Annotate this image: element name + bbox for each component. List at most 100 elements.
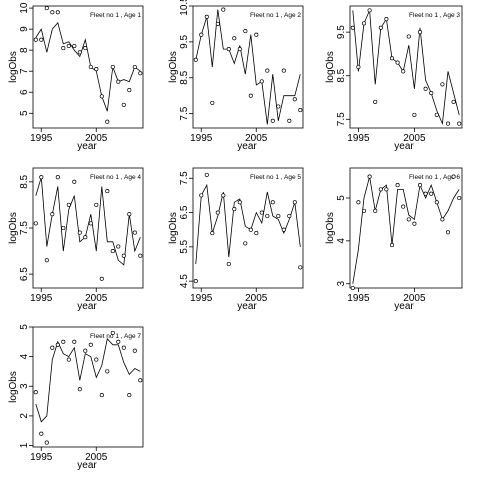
observed-point bbox=[99, 276, 104, 281]
observed-point bbox=[384, 187, 389, 192]
observed-point bbox=[451, 99, 456, 104]
observed-point bbox=[373, 99, 378, 104]
observed-point bbox=[434, 112, 439, 117]
observed-point bbox=[110, 249, 115, 254]
fitted-line bbox=[35, 338, 141, 423]
x-axis-title: year bbox=[394, 301, 414, 312]
observed-point bbox=[221, 7, 226, 12]
x-tick-label: 1995 bbox=[30, 133, 53, 144]
observed-point bbox=[39, 37, 44, 42]
panel-frame bbox=[32, 326, 144, 448]
observed-point bbox=[412, 112, 417, 117]
panel-frame bbox=[32, 167, 144, 289]
observed-point bbox=[356, 64, 361, 70]
x-tick-label: 1995 bbox=[190, 133, 213, 144]
x-tick-label: 2005 bbox=[245, 293, 268, 304]
y-tick-label: 9 bbox=[19, 26, 30, 32]
observed-point bbox=[116, 244, 121, 249]
x-tick-label: 2005 bbox=[85, 293, 108, 304]
x-tick-label: 2005 bbox=[403, 293, 426, 304]
x-tick-label: 1995 bbox=[347, 133, 370, 144]
y-tick-label: 5 bbox=[19, 110, 30, 116]
observed-point bbox=[373, 208, 378, 213]
x-axis-title: year bbox=[394, 141, 414, 152]
observed-point bbox=[204, 14, 209, 19]
observed-point bbox=[226, 47, 231, 52]
observed-point bbox=[361, 208, 367, 213]
observed-point bbox=[50, 10, 55, 15]
y-tick-label: 6 bbox=[19, 89, 30, 95]
observed-point bbox=[105, 369, 110, 374]
observed-point bbox=[457, 195, 462, 201]
observed-point bbox=[83, 235, 88, 240]
y-tick-label: 3 bbox=[19, 383, 30, 389]
observed-point bbox=[94, 357, 99, 362]
y-axis-title: logObs bbox=[8, 371, 19, 403]
observed-point bbox=[39, 431, 44, 436]
x-axis-title: year bbox=[237, 141, 257, 152]
observed-point bbox=[77, 50, 82, 55]
observed-point bbox=[72, 43, 77, 49]
observed-point bbox=[193, 57, 198, 62]
observed-point bbox=[389, 56, 395, 61]
observed-point bbox=[237, 47, 242, 52]
observed-point bbox=[298, 108, 303, 113]
y-tick-label: 5.5 bbox=[179, 239, 190, 253]
observed-point bbox=[99, 94, 104, 99]
y-tick-label: 7.5 bbox=[336, 112, 347, 126]
observed-point bbox=[121, 345, 126, 350]
x-axis-title: year bbox=[77, 460, 97, 471]
observed-point bbox=[44, 258, 49, 263]
x-axis-title: year bbox=[237, 301, 257, 312]
observed-point bbox=[417, 183, 423, 188]
observed-point bbox=[406, 34, 411, 39]
observed-point bbox=[389, 243, 395, 248]
observed-point bbox=[361, 21, 367, 26]
observed-point bbox=[39, 175, 44, 180]
observed-point bbox=[367, 8, 372, 13]
observed-point bbox=[199, 193, 204, 198]
observed-point bbox=[199, 32, 204, 37]
fitted-line bbox=[352, 10, 460, 126]
observed-point bbox=[378, 25, 383, 30]
observed-point bbox=[44, 6, 49, 11]
observed-point bbox=[210, 100, 215, 105]
observed-point bbox=[281, 227, 286, 232]
observed-point bbox=[116, 339, 121, 344]
observed-point bbox=[33, 221, 38, 226]
observed-point bbox=[281, 68, 286, 73]
observed-point bbox=[423, 86, 428, 91]
chart-panel-7: 1995 2005 1 2 3 4 5 year logObs Fleet no 1 , Age … bbox=[8, 324, 144, 471]
x-tick-label: 1995 bbox=[30, 293, 53, 304]
observed-point bbox=[406, 217, 411, 222]
y-tick-label: 2 bbox=[19, 413, 30, 419]
observed-point bbox=[88, 342, 93, 347]
observed-point bbox=[292, 200, 297, 205]
x-tick-label: 1995 bbox=[30, 452, 53, 463]
observed-point bbox=[215, 210, 220, 215]
observed-point bbox=[429, 191, 434, 196]
panel-frame bbox=[192, 167, 304, 289]
observed-point bbox=[423, 191, 428, 196]
observed-point bbox=[121, 102, 126, 107]
observed-point bbox=[50, 212, 55, 217]
fitted-line bbox=[195, 183, 301, 265]
observed-point bbox=[350, 285, 355, 291]
y-tick-label: 9.5 bbox=[336, 25, 347, 39]
y-tick-label: 4 bbox=[336, 238, 347, 244]
panel-title: Fleet no 1 , Age 7 bbox=[90, 333, 141, 340]
fitted-line bbox=[35, 177, 141, 266]
observed-point bbox=[77, 230, 82, 235]
observed-point bbox=[243, 241, 248, 246]
observed-point bbox=[259, 79, 264, 84]
panel-frame bbox=[349, 167, 463, 289]
observed-point bbox=[384, 17, 389, 22]
observed-point bbox=[248, 93, 253, 98]
observed-point bbox=[55, 342, 60, 347]
panel-title: Fleet no 1 , Age 3 bbox=[409, 12, 460, 19]
observed-point bbox=[270, 118, 275, 123]
observed-point bbox=[276, 213, 281, 219]
observed-point bbox=[215, 21, 220, 26]
observed-point bbox=[232, 207, 237, 212]
y-axis-title: logObs bbox=[8, 51, 19, 83]
